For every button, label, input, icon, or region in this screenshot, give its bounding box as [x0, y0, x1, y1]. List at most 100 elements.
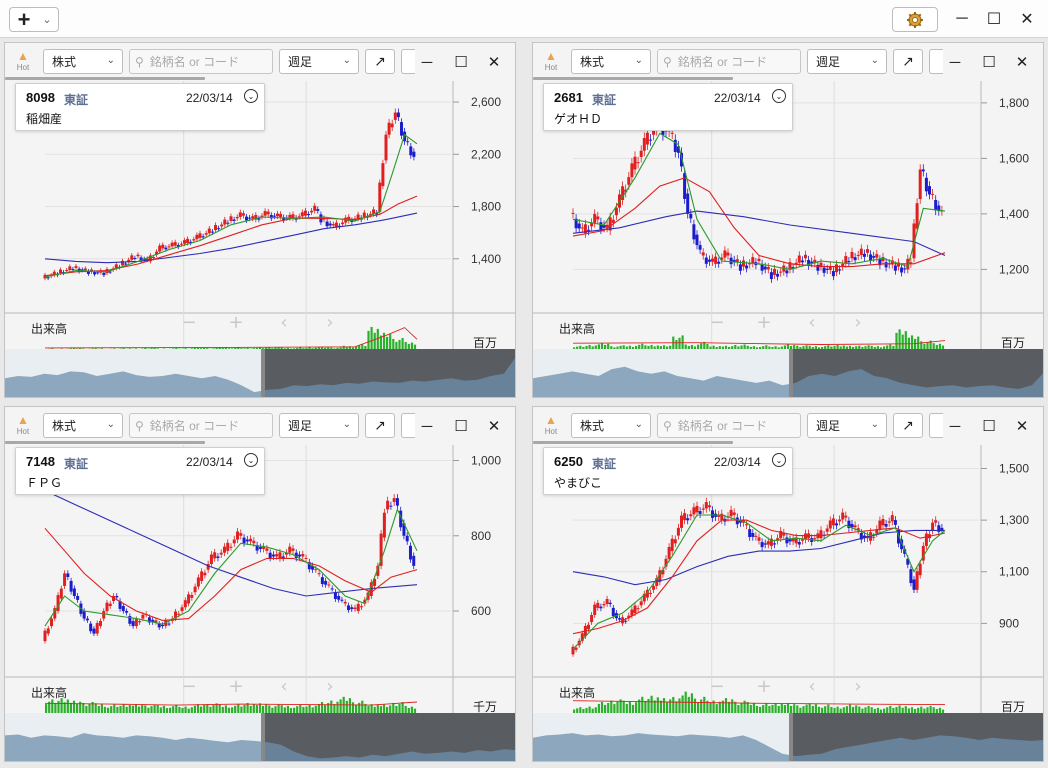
period-select[interactable]: 週足 ⌄: [279, 413, 359, 438]
scroll-right-button[interactable]: ›: [854, 312, 861, 333]
more-button[interactable]: [401, 49, 415, 74]
panel-minimize-button[interactable]: ─: [421, 417, 433, 435]
volume-bar: [82, 702, 85, 715]
candle-body: [268, 552, 272, 559]
candle-body: [189, 241, 193, 243]
maximize-window-button[interactable]: ☐: [986, 11, 1002, 28]
zoom-out-button[interactable]: −: [181, 676, 196, 697]
candle-body: [249, 538, 253, 542]
navigator-handle[interactable]: [789, 349, 793, 398]
market-select[interactable]: 株式 ⌄: [571, 49, 651, 74]
zoom-in-button[interactable]: +: [228, 676, 243, 697]
toolbar-scrollbar[interactable]: [5, 77, 205, 80]
open-external-button[interactable]: ↗: [365, 49, 395, 74]
panel-minimize-button[interactable]: ─: [949, 417, 961, 435]
hot-button[interactable]: ▲ Hot: [11, 50, 35, 76]
period-select[interactable]: 週足 ⌄: [279, 49, 359, 74]
zoom-in-button[interactable]: +: [756, 312, 771, 333]
scroll-left-button[interactable]: ‹: [808, 312, 815, 333]
candle-body: [252, 540, 256, 544]
zoom-out-button[interactable]: −: [709, 312, 724, 333]
hot-button[interactable]: ▲ Hot: [11, 414, 35, 440]
candle-body: [362, 212, 366, 217]
symbol-search-input[interactable]: ⚲ 銘柄名 or コード: [129, 49, 273, 74]
navigator-handle[interactable]: [261, 713, 265, 762]
more-button[interactable]: [929, 413, 943, 438]
candle-body: [838, 269, 842, 271]
period-select[interactable]: 週足 ⌄: [807, 49, 887, 74]
exchange-label: 東証: [64, 457, 89, 471]
scroll-left-button[interactable]: ‹: [280, 312, 287, 333]
symbol-search-input[interactable]: ⚲ 銘柄名 or コード: [657, 413, 801, 438]
toolbar-scrollbar[interactable]: [5, 441, 205, 444]
volume-bar: [814, 704, 817, 715]
panel-close-button[interactable]: ✕: [487, 54, 501, 71]
chevron-down-icon[interactable]: ⌄: [244, 89, 258, 103]
scroll-right-button[interactable]: ›: [326, 676, 333, 697]
navigator-handle[interactable]: [789, 713, 793, 762]
navigator-handle[interactable]: [261, 349, 265, 398]
panel-minimize-button[interactable]: ─: [421, 53, 433, 71]
volume-bar: [373, 332, 376, 351]
chevron-down-icon[interactable]: ⌄: [244, 453, 258, 467]
panel-maximize-button[interactable]: ☐: [982, 418, 996, 435]
candle-body: [83, 268, 87, 271]
zoom-out-button[interactable]: −: [181, 312, 196, 333]
minimize-window-button[interactable]: ─: [956, 10, 968, 27]
volume-bar: [206, 704, 209, 715]
panel-maximize-button[interactable]: ☐: [454, 418, 468, 435]
panel-close-button[interactable]: ✕: [1015, 54, 1029, 71]
add-panel-button[interactable]: + ⌄: [9, 7, 59, 32]
more-button[interactable]: [929, 49, 943, 74]
scroll-right-button[interactable]: ›: [854, 676, 861, 697]
period-select[interactable]: 週足 ⌄: [807, 413, 887, 438]
settings-button[interactable]: [892, 7, 938, 32]
volume-bar: [675, 701, 678, 715]
volume-bar: [780, 346, 783, 351]
volume-bar: [348, 346, 351, 351]
hot-button[interactable]: ▲ Hot: [539, 50, 563, 76]
zoom-in-button[interactable]: +: [228, 312, 243, 333]
panel-minimize-button[interactable]: ─: [949, 53, 961, 71]
open-external-button[interactable]: ↗: [893, 413, 923, 438]
scroll-left-button[interactable]: ‹: [280, 676, 287, 697]
scroll-right-button[interactable]: ›: [326, 312, 333, 333]
candle-body: [399, 510, 403, 528]
volume-bar: [848, 704, 852, 715]
volume-bar: [610, 700, 613, 715]
symbol-search-input[interactable]: ⚲ 銘柄名 or コード: [657, 49, 801, 74]
candle-body: [872, 256, 876, 258]
toolbar-scrollbar[interactable]: [533, 77, 733, 80]
volume-bar: [404, 341, 407, 351]
volume-bar: [709, 346, 712, 351]
symbol-search-input[interactable]: ⚲ 銘柄名 or コード: [129, 413, 273, 438]
candle-body: [96, 272, 100, 274]
candle-body: [222, 546, 226, 553]
panel-close-button[interactable]: ✕: [1015, 418, 1029, 435]
market-select[interactable]: 株式 ⌄: [43, 49, 123, 74]
volume-bar: [737, 346, 740, 351]
volume-bar: [382, 704, 386, 715]
candle-body: [395, 498, 399, 506]
volume-bar: [833, 345, 836, 351]
open-external-button[interactable]: ↗: [893, 49, 923, 74]
toolbar-scrollbar[interactable]: [533, 441, 733, 444]
scroll-left-button[interactable]: ‹: [808, 676, 815, 697]
more-button[interactable]: [401, 413, 415, 438]
volume-bar: [345, 700, 348, 715]
panel-maximize-button[interactable]: ☐: [454, 54, 468, 71]
hot-button[interactable]: ▲ Hot: [539, 414, 563, 440]
chevron-down-icon[interactable]: ⌄: [772, 89, 786, 103]
open-external-button[interactable]: ↗: [365, 413, 395, 438]
market-select-value: 株式: [52, 419, 77, 433]
market-select[interactable]: 株式 ⌄: [43, 413, 123, 438]
panel-maximize-button[interactable]: ☐: [982, 54, 996, 71]
zoom-out-button[interactable]: −: [709, 676, 724, 697]
market-select[interactable]: 株式 ⌄: [571, 413, 651, 438]
volume-bar: [656, 345, 659, 351]
panel-close-button[interactable]: ✕: [487, 418, 501, 435]
zoom-in-button[interactable]: +: [756, 676, 771, 697]
chevron-down-icon[interactable]: ⌄: [772, 453, 786, 467]
close-window-button[interactable]: ✕: [1020, 11, 1034, 28]
volume-ma-line: [44, 701, 418, 706]
